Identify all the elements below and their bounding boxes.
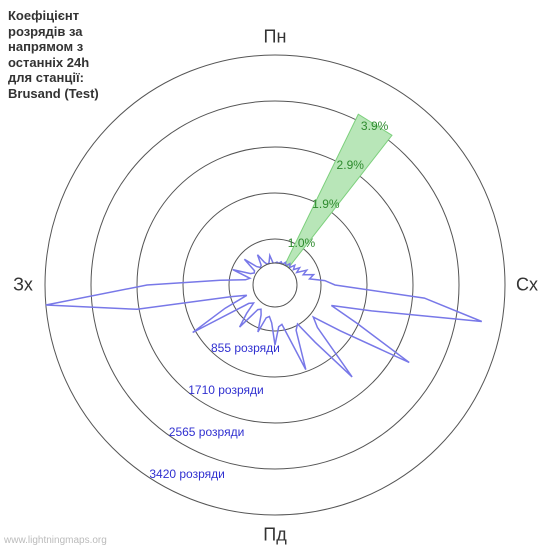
cardinal-w: Зх: [13, 275, 33, 296]
cardinal-s: Пд: [263, 525, 286, 546]
attribution-text: www.lightningmaps.org: [4, 535, 107, 546]
ring-label-blue: 3420 розряди: [149, 467, 225, 481]
cardinal-e: Сх: [516, 275, 538, 296]
ring-label-green: 3.9%: [361, 119, 388, 133]
ring-label-blue: 2565 розряди: [169, 425, 245, 439]
chart-title: Коефіцієнт розрядів за напрямом з останн…: [8, 8, 99, 102]
ring-label-blue: 855 розряди: [211, 341, 280, 355]
ring-label-blue: 1710 розряди: [188, 383, 264, 397]
ring-label-green: 2.9%: [337, 158, 364, 172]
cardinal-n: Пн: [264, 27, 287, 48]
ring-label-green: 1.9%: [312, 197, 339, 211]
ring-label-green: 1.0%: [288, 236, 315, 250]
